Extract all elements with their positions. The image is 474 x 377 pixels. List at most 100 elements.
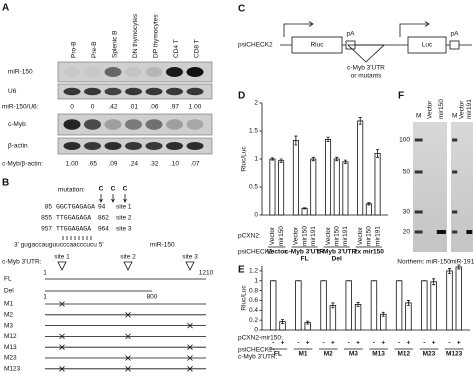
y-tick-label: 1	[254, 156, 258, 163]
blot	[57, 61, 213, 83]
bar	[295, 280, 302, 331]
group-label: M1	[299, 351, 308, 358]
lane-label: Vector	[427, 100, 434, 119]
group-label: M3	[349, 351, 358, 358]
construct-start: 1	[43, 294, 47, 301]
bar-label: +	[432, 340, 436, 347]
promoter-arrow	[283, 23, 312, 37]
y-tick-label: 1.5	[249, 128, 258, 135]
row-label: c-Myb 3'UTR:	[238, 354, 278, 361]
bar	[365, 203, 372, 216]
error-bar	[367, 202, 371, 206]
error-bar	[381, 311, 385, 317]
y-tick-label: 0.6	[249, 297, 258, 304]
construct-end: 1210	[199, 270, 214, 277]
bar-label: mir150	[366, 226, 373, 246]
group-label: M123	[446, 351, 463, 358]
mutation-label: mutation:	[58, 187, 85, 194]
ratio-value: .32	[149, 161, 158, 168]
mutation-cross	[187, 355, 193, 361]
error-bar	[358, 117, 362, 125]
ladder-band	[452, 230, 458, 234]
row-label: pCXN2:	[238, 233, 261, 240]
sample-band	[466, 230, 473, 234]
error-bar	[306, 320, 310, 325]
band	[186, 142, 204, 150]
bar	[292, 140, 299, 216]
construct-name: M12	[4, 333, 17, 340]
bar	[333, 158, 340, 216]
ratio-value: .07	[190, 161, 199, 168]
blot-label: U6	[8, 88, 17, 95]
gene-name: Rluc	[310, 42, 324, 49]
ratio-value: .97	[170, 104, 179, 111]
bar-label: +	[381, 340, 385, 347]
mutation-cross	[59, 333, 65, 340]
bar-label: mir150	[301, 226, 308, 246]
panel-letter: A	[2, 3, 9, 14]
site-label: site 2	[120, 254, 136, 261]
mutation-cross	[187, 322, 193, 329]
arrow-head	[308, 21, 314, 27]
bar-label: +	[457, 340, 461, 347]
row-label: pCXN2-mir150:	[238, 335, 283, 342]
band	[145, 87, 163, 96]
y-axis-label: Rluc/Luc	[241, 285, 248, 311]
construct-name: M13	[4, 344, 17, 351]
mutation-cross	[125, 366, 131, 372]
bar	[325, 138, 332, 216]
bar-label: -	[348, 340, 350, 347]
site-label: site 3	[182, 254, 198, 261]
band	[63, 87, 81, 96]
panel-letter: E	[238, 265, 245, 276]
band	[104, 119, 122, 130]
error-bar	[270, 157, 274, 161]
group-label: c-Myb 3'UTR	[317, 249, 356, 256]
construct-name: M1	[4, 301, 13, 308]
bar	[269, 158, 276, 216]
insert-label: c-Myb 3'UTR	[347, 65, 385, 72]
band	[166, 67, 183, 77]
bar-label: -	[423, 340, 425, 347]
band	[63, 142, 81, 150]
group-label: c-Myb 3'UTR	[285, 249, 324, 256]
y-tick-label: 0	[254, 327, 258, 334]
band	[125, 119, 142, 130]
utr-label: c-Myb 3'UTR:	[2, 259, 42, 266]
site-end: 94	[98, 204, 106, 211]
error-bar	[376, 149, 380, 158]
mutation-base: C	[99, 186, 104, 193]
bar-label: +	[331, 340, 335, 347]
ladder-band	[414, 170, 423, 174]
bar	[446, 270, 453, 331]
probe-label: miR-191	[450, 259, 474, 266]
bar-label: +	[407, 340, 411, 347]
ratio-value: .65	[88, 161, 97, 168]
group-label: M23	[423, 351, 436, 358]
site-marker	[57, 261, 67, 271]
lane-label: Vector	[459, 100, 466, 119]
group-label: Del	[332, 256, 342, 263]
bar-label: mir191	[342, 226, 349, 246]
construct-name: M23	[4, 355, 17, 362]
error-bar	[303, 207, 307, 210]
column-label: CD4 T	[173, 39, 180, 58]
panel-letter: B	[2, 178, 9, 189]
bar-label: Vector	[293, 226, 300, 245]
column-label: Splenic B	[112, 31, 119, 58]
site-label: site 1	[54, 254, 70, 261]
construct-start: 1	[43, 270, 47, 277]
panel-letter: C	[238, 4, 245, 15]
marker-size: 20	[403, 229, 411, 236]
lane-label: M	[452, 113, 457, 120]
arrow-head	[111, 198, 115, 203]
panel-letter: F	[398, 91, 404, 102]
bar-label: Vector	[325, 226, 332, 245]
construct-name: M2	[4, 312, 13, 319]
mutation-cross	[59, 301, 65, 307]
band	[125, 67, 142, 77]
y-tick-label: 2	[254, 100, 258, 107]
panel-letter: D	[238, 91, 245, 102]
band	[63, 119, 81, 130]
blot-label: β-actin	[8, 143, 28, 150]
